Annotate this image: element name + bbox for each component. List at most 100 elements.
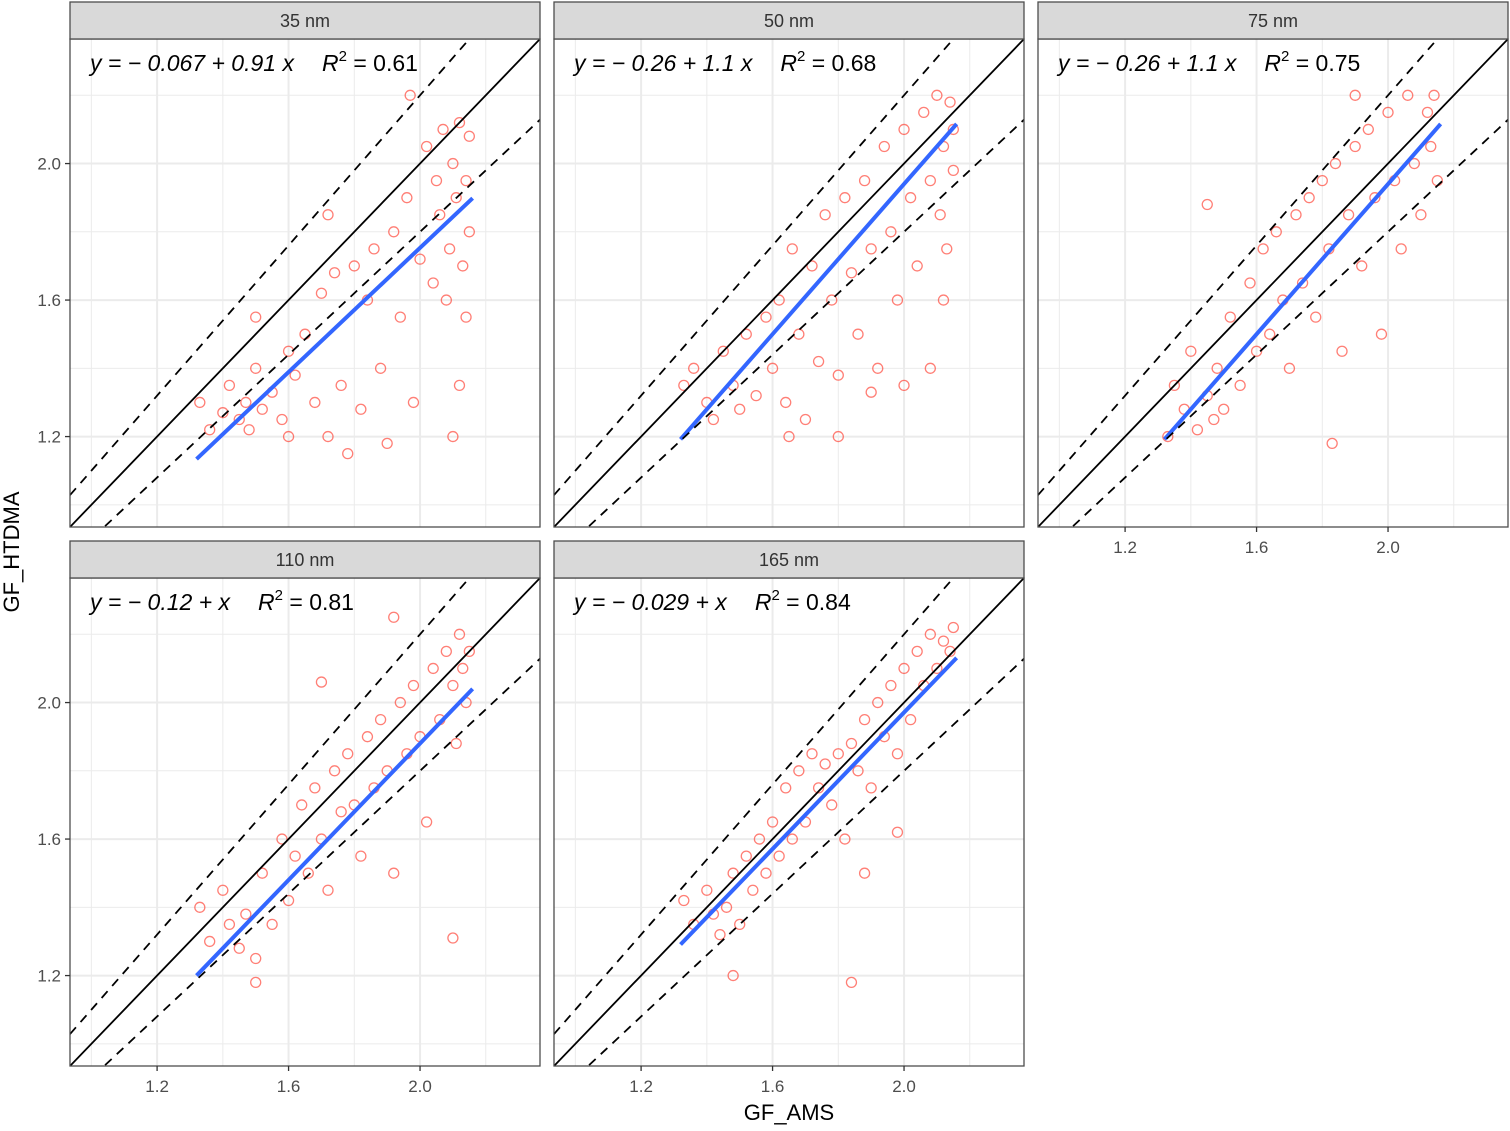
ratio-dashed-line [554,39,955,496]
data-point [322,209,334,221]
panel-content [70,39,540,527]
data-point [832,369,844,381]
data-point [701,884,713,896]
facet-panel: 110 nm y = − 0.12 + x R2 = 0.81 1.2 1.6 2.0 1.… [37,540,541,1096]
data-point [420,140,433,153]
data-point [453,379,466,392]
x-tick-label: 2.0 [408,1077,432,1096]
data-point [753,833,766,845]
data-point [355,403,367,415]
data-point [1369,192,1381,204]
data-point [766,362,779,374]
data-point [217,884,229,896]
data-point [1342,209,1355,221]
data-point [1326,437,1338,450]
data-point [780,396,792,409]
data-point [931,89,943,101]
data-point [819,209,831,221]
data-point [793,765,805,777]
data-point [250,362,262,374]
x-tick-label: 1.6 [277,1077,301,1096]
y-tick-label: 2.0 [37,155,61,174]
one-to-one-line [554,39,1024,527]
data-point [891,748,904,760]
data-point [678,379,690,392]
data-point [194,396,206,409]
data-point [460,174,472,187]
data-point [322,430,334,443]
data-point [839,833,851,845]
data-point [388,611,400,623]
data-point [1316,174,1328,187]
data-point [374,713,387,726]
data-point [401,192,413,204]
data-point [1428,89,1440,101]
data-point [832,430,844,443]
data-point [443,243,456,255]
data-point [233,413,245,426]
data-point [309,782,321,794]
data-point [707,413,720,426]
data-point [858,867,871,879]
data-point [678,894,690,907]
ratio-dashed-line [70,39,471,496]
data-point [420,816,433,828]
data-point [374,362,387,374]
data-point [282,894,295,907]
data-point [858,713,871,726]
data-point [342,447,354,460]
data-point [904,192,917,204]
data-point [447,157,459,170]
data-point [1191,424,1204,436]
ratio-dashed-line [70,578,471,1035]
data-point [898,379,910,392]
data-point [1270,226,1282,238]
one-to-one-line [70,39,540,527]
data-point [233,942,245,954]
regression-equation: y = − 0.26 + 1.1 x R2 = 0.68 [572,48,876,76]
data-point [407,679,420,692]
data-point [250,976,262,989]
data-point [1329,157,1342,170]
data-point [786,243,798,255]
data-point [806,748,818,760]
data-point [463,130,475,142]
x-axis-title: GF_AMS [744,1100,834,1125]
data-point [852,328,864,340]
data-point [839,192,851,204]
data-point [437,123,449,136]
data-point [440,294,452,306]
data-point [250,952,262,965]
data-point [783,430,795,443]
data-point [858,174,871,187]
data-point [773,294,785,306]
data-point [427,662,439,675]
data-point [194,901,206,913]
data-point [819,758,831,770]
facet-strip [553,1,1025,40]
one-to-one-line [554,578,1024,1066]
regression-line [195,196,474,461]
ratio-dashed-line [554,578,955,1035]
data-point [407,396,420,409]
data-point [328,765,341,777]
data-point [361,731,374,743]
data-point [845,976,858,989]
data-point [717,345,729,357]
panel-content [1038,39,1508,527]
regression-line [1163,122,1443,441]
data-point [1362,123,1374,136]
regression-line [679,122,959,441]
facet-panel: 75 nm y = − 0.26 + 1.1 x R2 = 0.75 1.2 1.6 2.… [1037,1,1509,557]
data-point [460,311,472,323]
data-point [1244,277,1256,289]
data-point [335,806,347,818]
data-point [328,267,341,279]
facet-panel: 35 nm y = − 0.067 + 0.91 x R2 = 0.61 1.2 1.6… [37,1,541,528]
data-point [276,833,288,845]
data-point [760,867,772,879]
facet-panel: 165 nm y = − 0.029 + x R2 = 0.84 1.2 1.6 2.0 [553,540,1025,1096]
data-point [240,908,252,920]
data-point [1421,106,1434,119]
